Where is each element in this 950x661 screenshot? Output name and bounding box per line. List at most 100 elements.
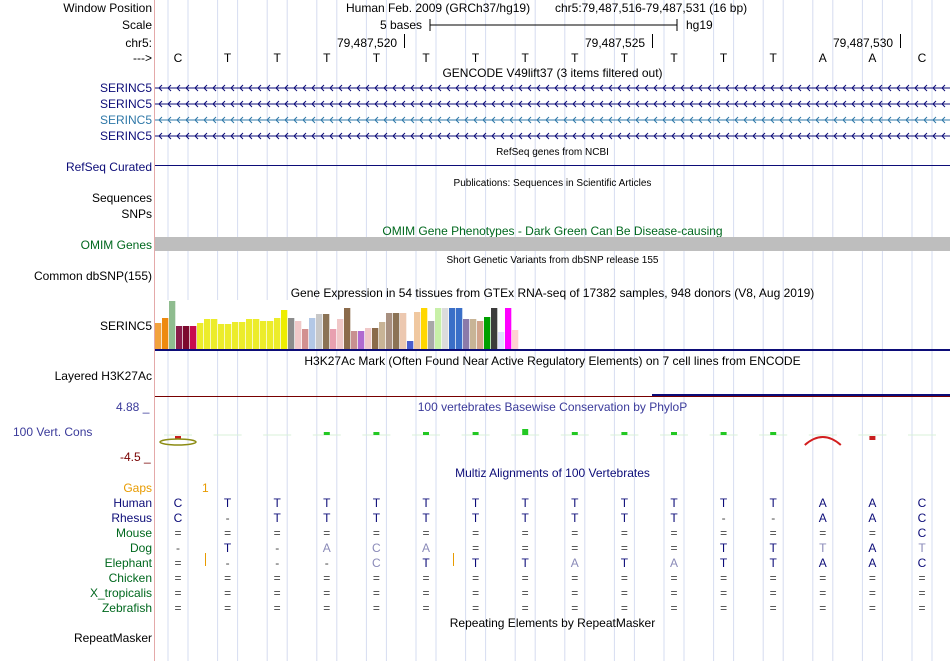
gencode-transcripts[interactable] [155,80,950,144]
gtex-tissue-bar[interactable] [246,319,253,349]
gtex-tissue-bar[interactable] [512,330,519,349]
sequences-label[interactable]: Sequences [91,191,152,205]
gtex-tissue-bar[interactable] [491,308,498,349]
aligned-base: = [323,601,331,615]
gencode-item-label-2[interactable]: SERINC5 [99,97,152,111]
gtex-tissue-bar[interactable] [197,323,204,349]
gtex-tissue-bar[interactable] [330,329,337,349]
gtex-tissue-bar[interactable] [428,321,435,349]
gtex-tissue-bar[interactable] [190,326,197,349]
species-label[interactable]: Zebrafish [101,601,152,615]
gtex-tissue-bar[interactable] [218,324,225,349]
gtex-tissue-bar[interactable] [253,319,260,349]
gtex-tissue-bar[interactable] [162,318,169,349]
conservation-score-bar[interactable] [621,432,628,435]
strand-chevron [815,100,820,108]
gencode-item-label-3[interactable]: SERINC5 [99,113,152,127]
gtex-tissue-bar[interactable] [407,341,414,349]
conservation-chart[interactable] [155,412,950,462]
gencode-item-label-4[interactable]: SERINC5 [99,129,152,143]
gtex-tissue-bar[interactable] [449,308,456,349]
gtex-tissue-bar[interactable] [442,308,449,349]
dbsnp-label[interactable]: Common dbSNP(155) [33,269,152,283]
gtex-chart[interactable] [155,300,555,350]
species-label[interactable]: Dog [129,541,152,555]
gtex-tissue-bar[interactable] [344,308,351,349]
gtex-tissue-bar[interactable] [274,318,281,349]
gtex-tissue-bar[interactable] [155,323,162,349]
conservation-score-bar[interactable] [671,432,677,435]
conservation-score-bar[interactable] [423,432,429,435]
gtex-tissue-bar[interactable] [239,322,246,349]
gtex-tissue-bar[interactable] [337,319,344,349]
gtex-tissue-bar[interactable] [267,321,274,349]
conservation-score-bar[interactable] [373,432,380,435]
species-label[interactable]: Elephant [104,556,152,570]
gtex-tissue-bar[interactable] [302,329,309,349]
gtex-tissue-bar[interactable] [260,321,267,349]
conservation-score-bar[interactable] [770,432,777,435]
gtex-tissue-bar[interactable] [372,328,379,349]
gtex-tissue-bar[interactable] [309,318,316,349]
conservation-score-bar[interactable] [522,429,529,435]
gtex-tissue-bar[interactable] [225,324,232,349]
aligned-base: A [421,541,430,555]
gtex-tissue-bar[interactable] [183,326,190,349]
gtex-tissue-bar[interactable] [386,313,393,349]
conservation-score-bar[interactable] [175,436,181,439]
conservation-score-bar[interactable] [571,432,578,435]
gtex-tissue-bar[interactable] [414,312,421,349]
gtex-tissue-bar[interactable] [351,331,358,349]
gtex-tissue-bar[interactable] [477,321,484,349]
gtex-tissue-bar[interactable] [295,321,302,349]
snps-label[interactable]: SNPs [121,207,152,221]
gtex-tissue-bar[interactable] [169,301,176,349]
conservation-score-bar[interactable] [472,432,479,435]
conservation-score-bar[interactable] [720,432,727,435]
strand-chevron [401,132,406,140]
gencode-item-label-1[interactable]: SERINC5 [99,81,152,95]
gtex-tissue-bar[interactable] [232,322,239,349]
conservation-score-bar[interactable] [323,432,330,435]
coord-tick-2: 79,487,525 [585,36,646,50]
gtex-tissue-bar[interactable] [484,317,491,349]
gtex-tissue-bar[interactable] [176,326,183,349]
gtex-tissue-bar[interactable] [323,314,330,349]
gtex-tissue-bar[interactable] [505,308,512,349]
conservation-label[interactable]: 100 Vert. Cons [13,425,93,439]
gtex-tissue-bar[interactable] [470,319,477,349]
gtex-tissue-bar[interactable] [435,308,442,349]
repeatmasker-label[interactable]: RepeatMasker [73,631,152,645]
gtex-tissue-bar[interactable] [498,332,505,349]
species-label[interactable]: Human [113,496,152,510]
species-label[interactable]: Chicken [108,571,152,585]
gtex-tissue-bar[interactable] [281,310,288,349]
gtex-tissue-bar[interactable] [421,308,428,349]
gtex-tissue-bar[interactable] [365,328,372,349]
gtex-tissue-bar[interactable] [288,318,295,349]
gtex-tissue-bar[interactable] [393,313,400,349]
gaps-label[interactable]: Gaps [123,481,152,495]
strand-chevron [410,132,415,140]
h3k27ac-label[interactable]: Layered H3K27Ac [54,369,152,383]
omim-bar[interactable] [155,237,950,251]
refseq-gene-line[interactable] [155,165,950,166]
gtex-tissue-bar[interactable] [211,319,218,349]
gtex-tissue-bar[interactable] [204,319,211,349]
species-label[interactable]: X_tropicalis [89,586,152,600]
gtex-tissue-bar[interactable] [463,319,470,349]
gtex-tissue-bar[interactable] [316,314,323,349]
conservation-score-bar[interactable] [869,436,876,440]
strand-chevron [815,84,820,92]
gtex-tissue-bar[interactable] [358,331,365,349]
strand-chevron [734,116,739,124]
gtex-tissue-bar[interactable] [456,308,463,349]
species-label[interactable]: Mouse [115,526,152,540]
species-label[interactable]: Rhesus [111,511,152,525]
gtex-label[interactable]: SERINC5 [99,319,152,333]
omim-label[interactable]: OMIM Genes [80,238,152,252]
strand-chevron [842,132,847,140]
gtex-tissue-bar[interactable] [400,313,407,349]
refseq-label[interactable]: RefSeq Curated [65,160,152,174]
gtex-tissue-bar[interactable] [379,322,386,349]
